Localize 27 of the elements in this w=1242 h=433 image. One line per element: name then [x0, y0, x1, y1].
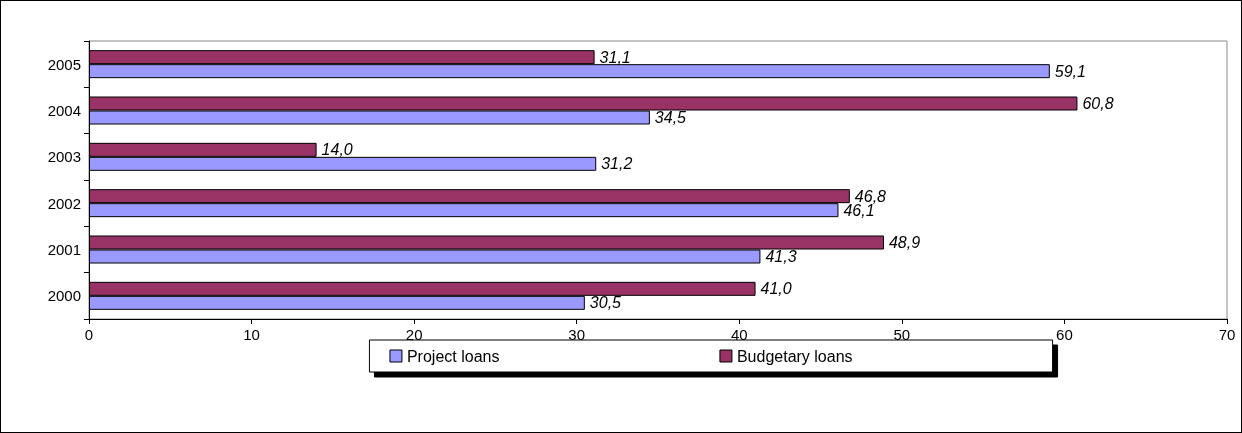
data-label: 31,2: [601, 155, 633, 173]
y-tick-label: 2004: [47, 102, 81, 119]
x-tick-label: 40: [730, 326, 748, 343]
y-tick-label: 2005: [47, 55, 81, 73]
legend-label: Budgetary loans: [736, 347, 853, 365]
data-label: 41,3: [765, 248, 797, 265]
data-label: 14,0: [321, 141, 353, 159]
data-label: 46,8: [854, 187, 887, 205]
y-tick-label: 2002: [47, 194, 81, 212]
data-label: 31,1: [599, 48, 631, 66]
data-label: 48,9: [888, 234, 921, 251]
y-tick-label: 2003: [47, 148, 81, 166]
x-tick-label: 30: [568, 326, 586, 343]
x-tick-label: 10: [243, 326, 260, 343]
y-tick-label: 2000: [47, 287, 81, 305]
x-tick-label: 0: [84, 326, 94, 343]
x-tick-label: 70: [1218, 326, 1236, 343]
y-tick-label: 2001: [47, 241, 81, 258]
x-tick-label: 60: [1056, 326, 1073, 343]
data-label: 60,8: [1082, 95, 1114, 112]
data-label: 41,0: [760, 280, 792, 298]
data-label: 59,1: [1054, 62, 1086, 80]
x-tick-label: 20: [405, 326, 423, 343]
data-label: 30,5: [589, 294, 622, 312]
data-label: 34,5: [654, 109, 687, 126]
legend-label: Project loans: [406, 347, 500, 365]
x-tick-label: 50: [893, 326, 911, 343]
